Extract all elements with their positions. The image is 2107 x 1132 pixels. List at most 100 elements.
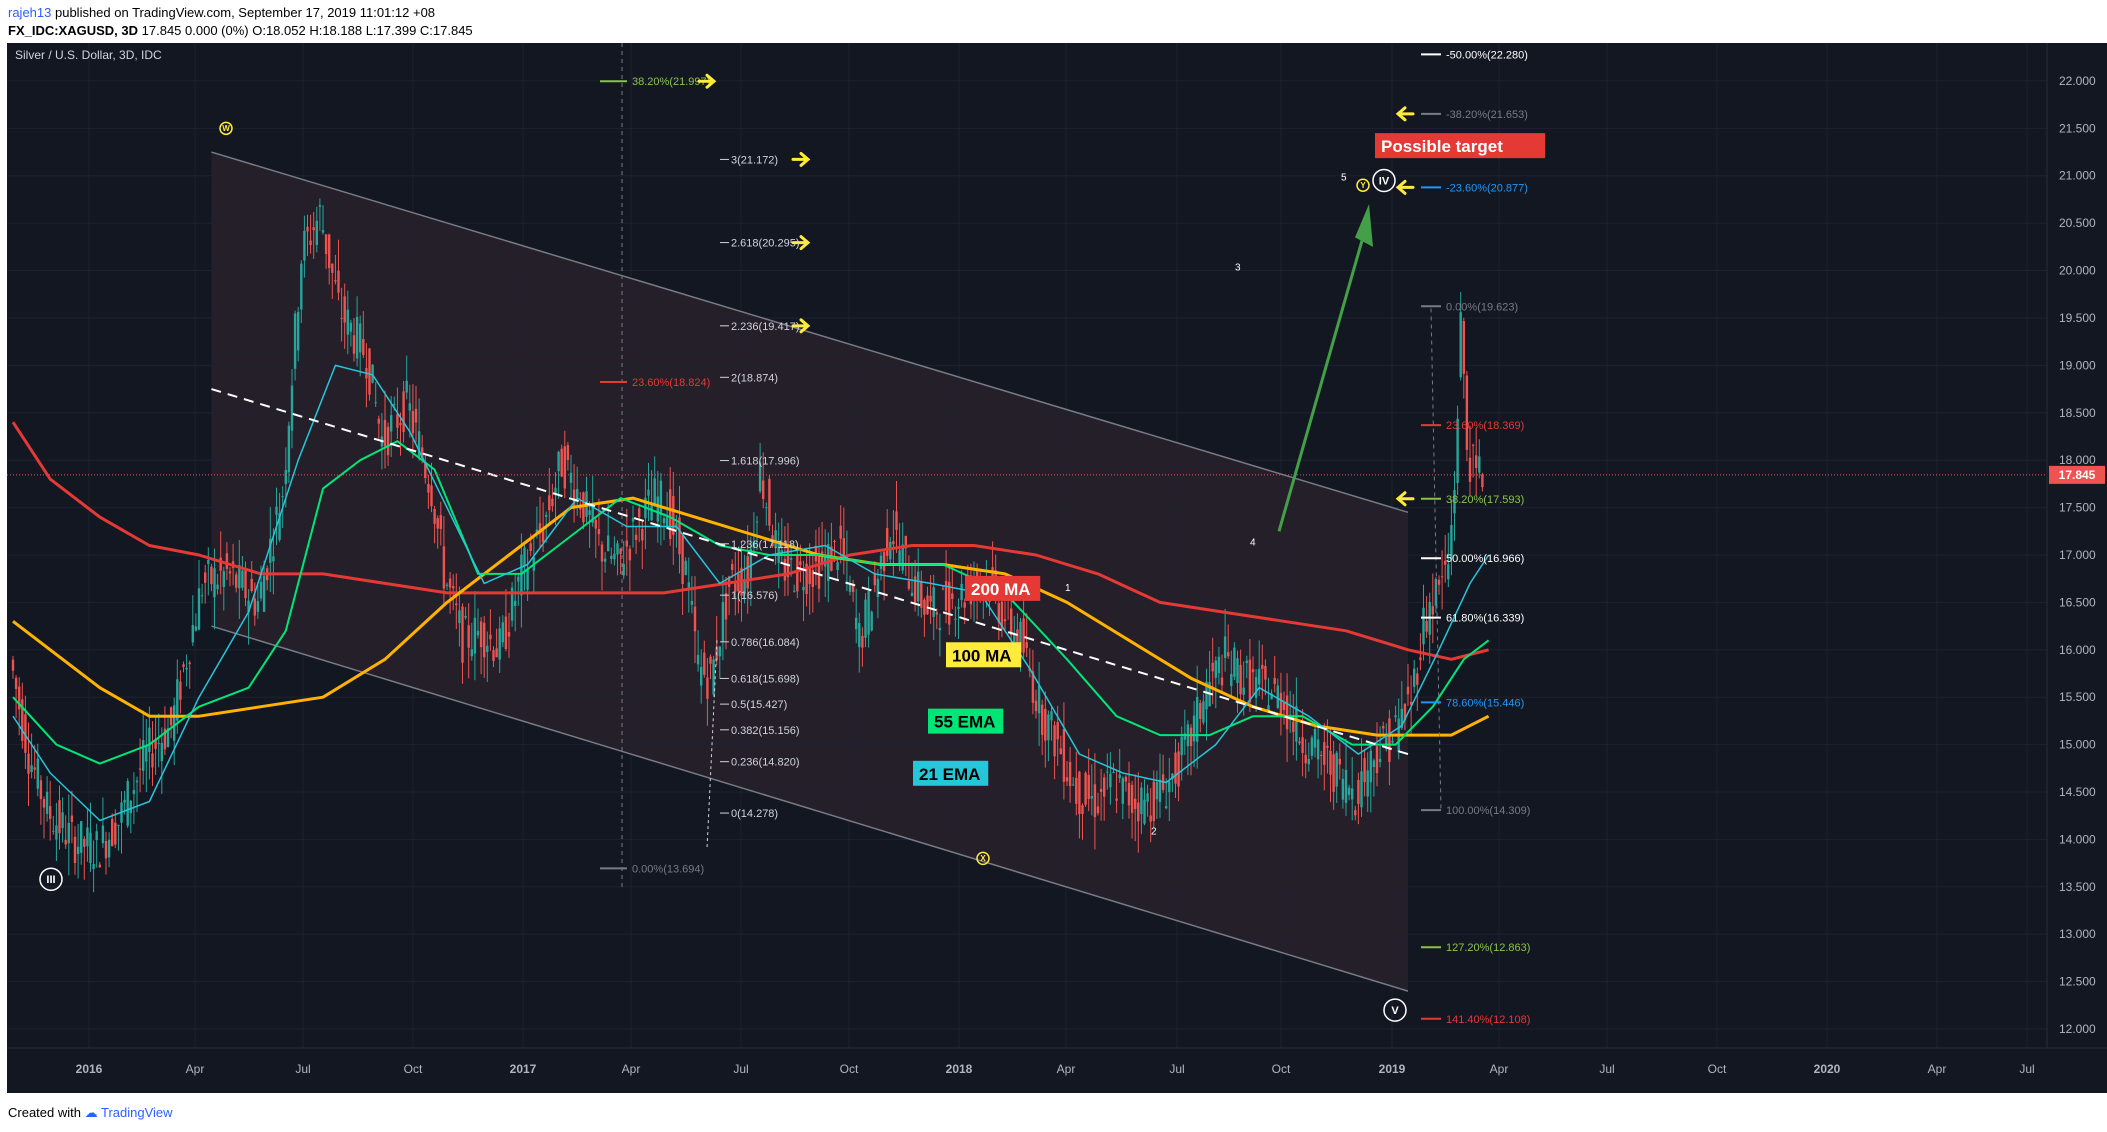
candle-body: [1143, 799, 1146, 824]
candle-body: [92, 863, 95, 870]
candle-body: [907, 581, 911, 589]
candle-body: [1180, 736, 1183, 756]
candle-body: [1329, 750, 1332, 775]
yellow-arrow-icon: [1395, 106, 1415, 122]
candle-body: [631, 518, 635, 522]
candle-body: [731, 564, 734, 570]
fib-right-label: -38.20%(21.653): [1446, 109, 1528, 121]
wave-x: X: [980, 854, 986, 863]
candle-body: [1146, 793, 1149, 802]
candle-body: [111, 818, 114, 847]
candle-body: [300, 263, 303, 310]
candle-body: [808, 566, 811, 584]
dashed-trendline: [211, 388, 1409, 756]
candle-body: [1239, 664, 1242, 695]
candle-body: [1347, 787, 1351, 795]
candle-body: [1022, 618, 1025, 653]
candle-body: [194, 626, 198, 631]
candle-body: [476, 630, 480, 636]
candle-body: [1354, 810, 1357, 816]
candle-body: [498, 628, 501, 660]
current-price-label: 17.845: [2059, 468, 2096, 482]
candle-body: [514, 600, 517, 606]
candle-body: [628, 548, 632, 561]
price-tick-label: 21.000: [2059, 169, 2096, 183]
wave-iv-circle: [1372, 168, 1396, 193]
candle-body: [638, 508, 641, 518]
candle-body: [839, 525, 842, 539]
count-3: 3: [1235, 263, 1241, 274]
price-tick-label: 18.500: [2059, 406, 2096, 420]
candle-body: [1199, 703, 1202, 719]
fib-right-label: 127.20%(12.863): [1446, 942, 1530, 954]
candle-body: [932, 587, 935, 617]
candle-body: [762, 480, 765, 500]
candle-body: [492, 650, 495, 661]
candle-body: [622, 563, 625, 576]
candle-body: [718, 646, 721, 657]
price-tick-label: 19.000: [2059, 358, 2096, 372]
candle-body: [315, 220, 318, 245]
author-link[interactable]: rajeh13: [8, 5, 52, 20]
candle-body: [597, 529, 601, 535]
ma200-label: 200 MA: [971, 580, 1031, 599]
candle-body: [442, 546, 446, 589]
price-chart[interactable]: 12.000 12.500 13.000 13.500 14.000 14.500 15.0…: [7, 43, 2107, 1093]
candle-body: [225, 553, 229, 569]
candle-body: [696, 654, 700, 665]
candle-body: [876, 578, 880, 598]
candle-body: [163, 728, 167, 750]
candle-body: [64, 839, 67, 845]
candle-body: [712, 659, 715, 695]
candle-body: [901, 544, 904, 571]
candle-body: [957, 607, 960, 609]
candle-body: [1394, 715, 1397, 718]
candle-body: [142, 740, 145, 771]
candle-body: [535, 529, 539, 534]
candle-body: [129, 800, 132, 814]
candle-body: [848, 584, 852, 592]
candle-body: [52, 830, 55, 832]
candle-body: [1351, 788, 1354, 800]
candle-body: [1236, 658, 1239, 684]
candle-body: [1307, 759, 1310, 765]
tradingview-brand-link[interactable]: TradingView: [101, 1105, 173, 1120]
candle-body: [1258, 668, 1261, 685]
time-tick-label: Jul: [295, 1062, 310, 1076]
candle-body: [1301, 737, 1304, 754]
candle-body: [619, 548, 622, 554]
candle-body: [613, 553, 616, 560]
candle-body: [591, 506, 594, 523]
candle-body: [1056, 722, 1059, 740]
candle-body: [774, 530, 777, 548]
fib-right-vertical: [1430, 308, 1442, 811]
candle-body: [309, 240, 312, 246]
candle-body: [1013, 633, 1016, 645]
ma-line-200-ma: [11, 421, 1489, 661]
candle-body: [960, 583, 963, 601]
candle-body: [1366, 770, 1369, 797]
candle-body: [1106, 771, 1109, 773]
candle-body: [669, 489, 672, 539]
chart-title: Silver / U.S. Dollar, 3D, IDC: [15, 48, 162, 62]
candle-body: [1251, 669, 1255, 673]
candle-body: [752, 541, 756, 548]
candle-body: [1273, 678, 1276, 684]
candle-body: [681, 535, 684, 585]
candle-body: [182, 664, 185, 667]
candle-body: [678, 517, 681, 555]
candle-body: [517, 576, 520, 582]
ma-line-100-ma: [12, 496, 1490, 737]
candle-body: [672, 495, 675, 535]
candle-body: [1230, 674, 1233, 687]
candle-body: [1096, 806, 1100, 814]
chart-area[interactable]: 12.000 12.500 13.000 13.500 14.000 14.500 15.0…: [7, 43, 2107, 1093]
price-tick-label: 15.000: [2059, 738, 2096, 752]
wave-y-circle: [1356, 178, 1370, 192]
fib-mid-label: 38.20%(21.997): [632, 76, 710, 88]
candle-body: [811, 569, 814, 587]
wave-iv: IV: [1379, 175, 1390, 187]
ext-label: 0.5(15.427): [731, 699, 787, 711]
candle-body: [758, 462, 762, 492]
ma100-label: 100 MA: [952, 646, 1012, 665]
